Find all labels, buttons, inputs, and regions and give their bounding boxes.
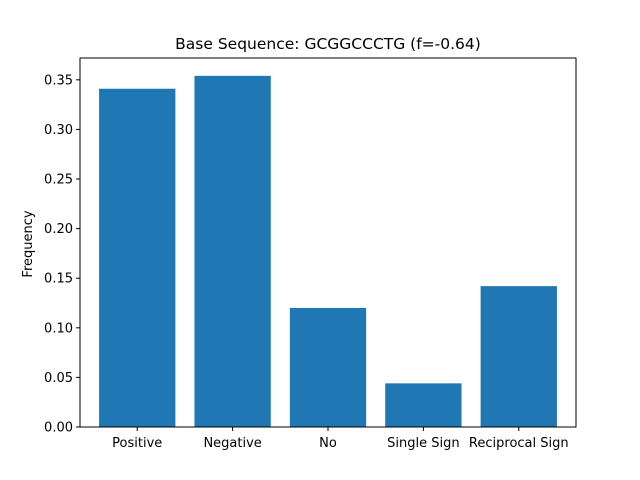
- y-tick-label: 0.00: [44, 421, 73, 436]
- x-tick-label: Reciprocal Sign: [469, 436, 569, 451]
- bar-negative: [194, 75, 271, 428]
- plot-frame: [79, 57, 577, 428]
- y-tick-label: 0.35: [44, 73, 73, 88]
- bars-group: [99, 75, 557, 428]
- x-tick-label: Single Sign: [387, 436, 459, 451]
- bar-positive: [99, 88, 176, 427]
- y-tick-label: 0.10: [44, 321, 73, 336]
- y-tick-label: 0.30: [44, 123, 73, 138]
- bar-single-sign: [385, 383, 462, 427]
- y-tick-label: 0.15: [44, 272, 73, 287]
- y-tick-label: 0.05: [44, 371, 73, 386]
- y-tick-label: 0.20: [44, 222, 73, 237]
- y-axis: 0.00 0.05 0.10 0.15 0.20 0.25 0.30 0.35: [44, 73, 80, 436]
- bar-reciprocal-sign: [480, 286, 557, 427]
- x-axis: Positive Negative No Single Sign Reciprocal …: [112, 427, 569, 451]
- x-tick-label: Positive: [112, 436, 162, 451]
- y-axis-label: Frequency: [21, 210, 36, 277]
- bar-no: [289, 307, 367, 427]
- x-tick-label: Negative: [203, 436, 261, 451]
- x-tick-label: No: [319, 436, 337, 451]
- chart-title: Base Sequence: GCGGCCCTG (f=-0.64): [175, 35, 481, 53]
- y-tick-label: 0.25: [44, 173, 73, 188]
